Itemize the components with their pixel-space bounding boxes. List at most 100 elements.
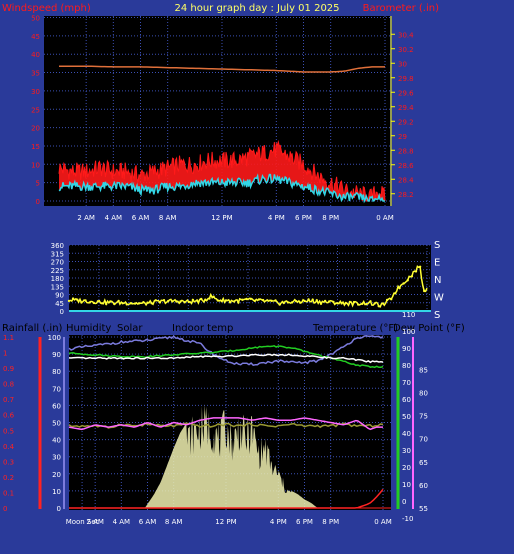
windspeed-tick-label: 20 <box>31 125 40 133</box>
windspeed-tick-label: 5 <box>36 180 40 188</box>
wind-direction-point <box>100 302 104 305</box>
wind-series <box>58 65 386 204</box>
wind-direction-point <box>171 300 174 303</box>
indoor-tick-label: 85 <box>419 366 428 374</box>
direction-tick-label: 270 <box>51 259 64 267</box>
temperature-tick-label: 50 <box>402 413 411 421</box>
wind-direction-point <box>228 301 232 304</box>
chart-title: 24 hour graph day : July 01 2025 <box>174 3 339 14</box>
barometer-tick-label: 28.6 <box>398 162 414 170</box>
compass-label: S <box>434 240 440 251</box>
legend-dew-point: Dew Point (°F) <box>393 323 465 334</box>
wind-direction-point <box>158 301 162 304</box>
barometer-tick-label: 29 <box>398 133 407 141</box>
wind-direction-point <box>125 303 128 306</box>
wind-direction-point <box>261 298 265 302</box>
windspeed-tick-labels: 0 5 10 15 20 25 30 35 40 45 50 <box>31 15 40 207</box>
indoor-tick-label: 65 <box>419 459 428 467</box>
wind-direction-point <box>406 279 409 282</box>
wind-direction-point <box>88 301 91 304</box>
windspeed-tick-label: 30 <box>31 88 40 96</box>
windspeed-tick-label: 15 <box>31 143 40 151</box>
wind-direction-point <box>385 298 389 302</box>
wind-direction-point <box>319 302 323 305</box>
wind-direction-point <box>344 301 347 305</box>
wind-time-label: 4 AM <box>105 214 123 222</box>
wind-direction-point <box>282 301 285 305</box>
barometer-tick-label: 28.8 <box>398 147 414 155</box>
rainfall-tick-label: 0.6 <box>3 412 15 420</box>
wind-direction-point <box>233 300 236 303</box>
wind-direction-point <box>278 303 281 306</box>
wind-direction-point <box>253 299 257 303</box>
wind-direction-point <box>175 300 178 303</box>
wind-direction-point <box>84 299 87 302</box>
indoor-tick-label: 75 <box>419 413 428 421</box>
barometer-tick-label: 29.8 <box>398 75 414 83</box>
temperature-tick-label: 0 <box>402 498 406 506</box>
windspeed-axis-title: Windspeed (mph) <box>2 3 91 14</box>
compass-label: N <box>434 275 441 286</box>
rainfall-tick-label: 1 <box>3 350 7 358</box>
rain-temp-legend: Rainfall (.in) Humidity Solar Indoor tem… <box>2 323 465 334</box>
humidity-tick-label: 70 <box>52 385 61 393</box>
barometer-tick-label: 30.2 <box>398 46 414 54</box>
wind-time-label: 6 PM <box>295 214 312 222</box>
humidity-tick-label: 100 <box>48 334 61 342</box>
barometer-tick-label: 29.4 <box>398 104 414 112</box>
rain-temp-panel: 0 0.1 0.2 0.3 0.4 0.5 0.6 0.7 0.8 0.9 1 1.1 0 10 20 30 4… <box>3 311 428 526</box>
temperature-tick-label: 100 <box>402 328 415 336</box>
wind-direction-point <box>105 302 108 306</box>
rainfall-tick-label: 0.4 <box>3 443 15 451</box>
indoor-tick-label: 80 <box>419 390 428 398</box>
wind-direction-point <box>361 302 364 305</box>
barometer-line <box>59 65 385 73</box>
windspeed-tick-label: 45 <box>31 33 40 41</box>
humidity-tick-label: 90 <box>52 351 61 359</box>
wind-direction-point <box>290 301 294 304</box>
humidity-tick-label: 60 <box>52 402 61 410</box>
rainfall-tick-label: 0.3 <box>3 458 14 466</box>
compass-label: E <box>434 258 440 269</box>
barometer-tick-label: 30 <box>398 60 407 68</box>
rainfall-tick-label: 0.1 <box>3 489 14 497</box>
wind-direction-point <box>365 303 368 306</box>
barometer-axis-title: Barometer (.in) <box>363 3 439 14</box>
temperature-tick-label: -10 <box>402 515 413 523</box>
rainfall-tick-label: 0.9 <box>3 365 14 373</box>
windspeed-tick-label: 0 <box>36 198 40 206</box>
wind-direction-point <box>71 297 75 300</box>
legend-rainfall: Rainfall (.in) <box>2 323 63 334</box>
temperature-tick-label: 20 <box>402 464 411 472</box>
temperature-tick-label: 40 <box>402 430 411 438</box>
direction-series <box>67 265 428 308</box>
windspeed-tick-label: 40 <box>31 51 40 59</box>
wind-direction-point <box>348 300 352 304</box>
wind-time-label: 8 AM <box>159 214 177 222</box>
wind-average-line <box>58 173 385 204</box>
wind-direction-point <box>76 298 79 301</box>
wind-direction-point <box>398 286 401 290</box>
wind-direction-point <box>299 301 302 304</box>
barometer-tick-label: 29.6 <box>398 89 414 97</box>
rain-temp-time-label: 12 PM <box>215 518 236 526</box>
wind-direction-point <box>224 299 228 302</box>
barometer-tick-label: 28.2 <box>398 191 414 199</box>
wind-direction-point <box>266 299 269 302</box>
windspeed-tick-label: 35 <box>31 70 40 78</box>
windspeed-tick-label: 10 <box>31 161 40 169</box>
wind-direction-point <box>270 299 273 302</box>
wind-time-label: 0 AM <box>376 214 394 222</box>
wind-direction-point <box>241 298 244 301</box>
barometer-tick-label: 28.4 <box>398 176 414 184</box>
rain-temp-series <box>68 335 391 509</box>
wind-direction-point <box>394 292 397 295</box>
wind-gust-line <box>58 139 386 202</box>
direction-tick-label: 0 <box>60 308 64 316</box>
wind-direction-point <box>67 299 71 303</box>
humidity-tick-label: 20 <box>52 471 61 479</box>
wind-time-labels: 2 AM 4 AM 6 AM 8 AM 12 PM 4 PM 6 PM 8 PM 0 AM <box>77 214 393 222</box>
